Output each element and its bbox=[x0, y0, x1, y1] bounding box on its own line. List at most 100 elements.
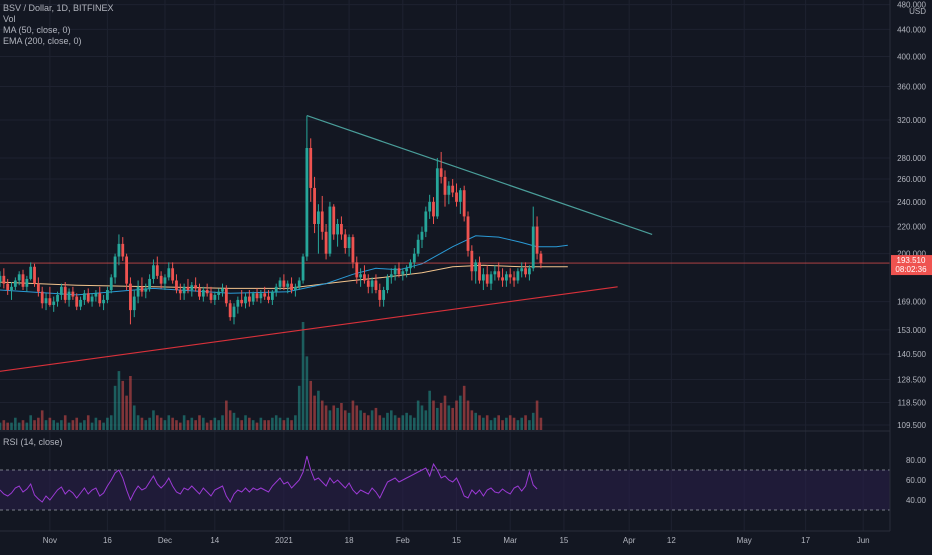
candle-body bbox=[416, 239, 420, 254]
volume-bar bbox=[163, 420, 167, 430]
candle-body bbox=[382, 290, 386, 300]
time-tick: 16 bbox=[103, 536, 112, 545]
candle-body bbox=[240, 299, 244, 304]
ema-legend[interactable]: EMA (200, close, 0) bbox=[3, 36, 82, 46]
candle-body bbox=[263, 293, 267, 297]
volume-bar bbox=[393, 415, 397, 430]
volume-bar bbox=[236, 417, 240, 430]
volume-bar bbox=[217, 420, 220, 430]
candle-body bbox=[232, 306, 236, 318]
candle-body bbox=[213, 294, 217, 300]
price-tick: 440.000 bbox=[897, 25, 926, 34]
candle-body bbox=[36, 283, 40, 292]
volume-bar bbox=[363, 412, 366, 430]
candle-body bbox=[389, 274, 393, 278]
time-tick: 14 bbox=[210, 536, 219, 545]
volume-bar bbox=[33, 420, 36, 430]
volume-bar bbox=[278, 417, 282, 430]
volume-bar bbox=[455, 400, 458, 430]
volume-bar bbox=[179, 422, 182, 430]
volume-bar bbox=[255, 422, 259, 430]
candle-body bbox=[171, 268, 175, 281]
volume-bar bbox=[98, 420, 102, 430]
price-axis[interactable]: 480.000 440.000 400.000 360.000 320.000 280.0… bbox=[897, 1, 926, 430]
candle-body bbox=[244, 296, 247, 304]
candle-body bbox=[109, 277, 113, 291]
candle-body bbox=[113, 256, 117, 278]
volume-bar bbox=[409, 415, 412, 430]
candle-body bbox=[205, 290, 209, 294]
symbol-title[interactable]: BSV / Dollar, 1D, BITFINEX bbox=[3, 3, 114, 13]
candle-body bbox=[447, 185, 451, 195]
price-tick: 128.500 bbox=[897, 375, 926, 384]
volume-bar bbox=[94, 417, 98, 430]
price-tick: 169.000 bbox=[897, 298, 926, 307]
candle-body bbox=[378, 290, 382, 300]
volume-bar bbox=[148, 417, 151, 430]
candle-body bbox=[340, 223, 343, 235]
rsi-axis[interactable]: 80.00 60.00 40.00 bbox=[906, 456, 927, 505]
volume-bar bbox=[432, 400, 435, 430]
volume-bar bbox=[175, 420, 178, 430]
candle-body bbox=[504, 274, 508, 281]
volume-bar bbox=[14, 417, 17, 430]
ema200-line bbox=[0, 264, 568, 289]
volume-bar bbox=[497, 415, 501, 430]
volume-bar bbox=[389, 410, 393, 430]
volume-bar bbox=[113, 385, 117, 430]
volume-bar bbox=[267, 420, 270, 430]
volume-bar bbox=[436, 407, 439, 430]
candle-body bbox=[209, 293, 213, 300]
candle-body bbox=[148, 278, 152, 289]
volume-bar bbox=[459, 395, 462, 430]
candle-body bbox=[370, 280, 374, 287]
candle-body bbox=[424, 211, 428, 232]
volume-bar bbox=[202, 417, 205, 430]
volume-bars bbox=[0, 322, 543, 430]
volume-bar bbox=[508, 415, 512, 430]
volume-bar bbox=[259, 417, 263, 430]
volume-bar bbox=[282, 420, 286, 430]
volume-bar bbox=[336, 407, 339, 430]
time-tick: Feb bbox=[396, 536, 410, 545]
candle-body bbox=[451, 185, 455, 193]
price-tick: 109.500 bbox=[897, 421, 926, 430]
time-tick: Apr bbox=[623, 536, 636, 545]
volume-bar bbox=[420, 405, 424, 430]
time-tick: May bbox=[737, 536, 752, 545]
candle-body bbox=[194, 285, 198, 289]
volume-bar bbox=[79, 422, 82, 430]
candle-body bbox=[79, 299, 82, 307]
candle-body bbox=[512, 277, 516, 281]
volume-bar bbox=[474, 412, 477, 430]
rsi-legend[interactable]: RSI (14, close) bbox=[3, 437, 63, 448]
volume-bar bbox=[228, 410, 232, 430]
price-tick: 320.000 bbox=[897, 116, 926, 125]
volume-bar bbox=[317, 390, 320, 430]
candle-body bbox=[17, 274, 21, 281]
volume-bar bbox=[370, 410, 374, 430]
volume-bar bbox=[347, 412, 351, 430]
volume-bar bbox=[516, 420, 520, 430]
candle-body bbox=[278, 280, 282, 287]
candle-body bbox=[409, 262, 412, 269]
rsi-legend-label: RSI (14, close) bbox=[3, 437, 63, 447]
candle-body bbox=[412, 253, 416, 263]
candles bbox=[0, 115, 543, 325]
candle-body bbox=[228, 303, 232, 318]
vol-legend[interactable]: Vol bbox=[3, 14, 16, 24]
candle-body bbox=[501, 277, 504, 281]
volume-bar bbox=[136, 415, 140, 430]
ma-legend[interactable]: MA (50, close, 0) bbox=[3, 25, 71, 35]
volume-bar bbox=[305, 356, 309, 430]
volume-bar bbox=[248, 417, 251, 430]
volume-bar bbox=[86, 415, 90, 430]
volume-bar bbox=[2, 420, 6, 430]
volume-bar bbox=[539, 417, 543, 430]
time-axis[interactable]: Nov 16 Dec 14 2021 18 Feb 15 Mar 15 Apr 12 May 17 Jun bbox=[43, 536, 870, 545]
volume-bar bbox=[324, 405, 328, 430]
volume-bar bbox=[140, 417, 144, 430]
volume-bar bbox=[290, 420, 293, 430]
